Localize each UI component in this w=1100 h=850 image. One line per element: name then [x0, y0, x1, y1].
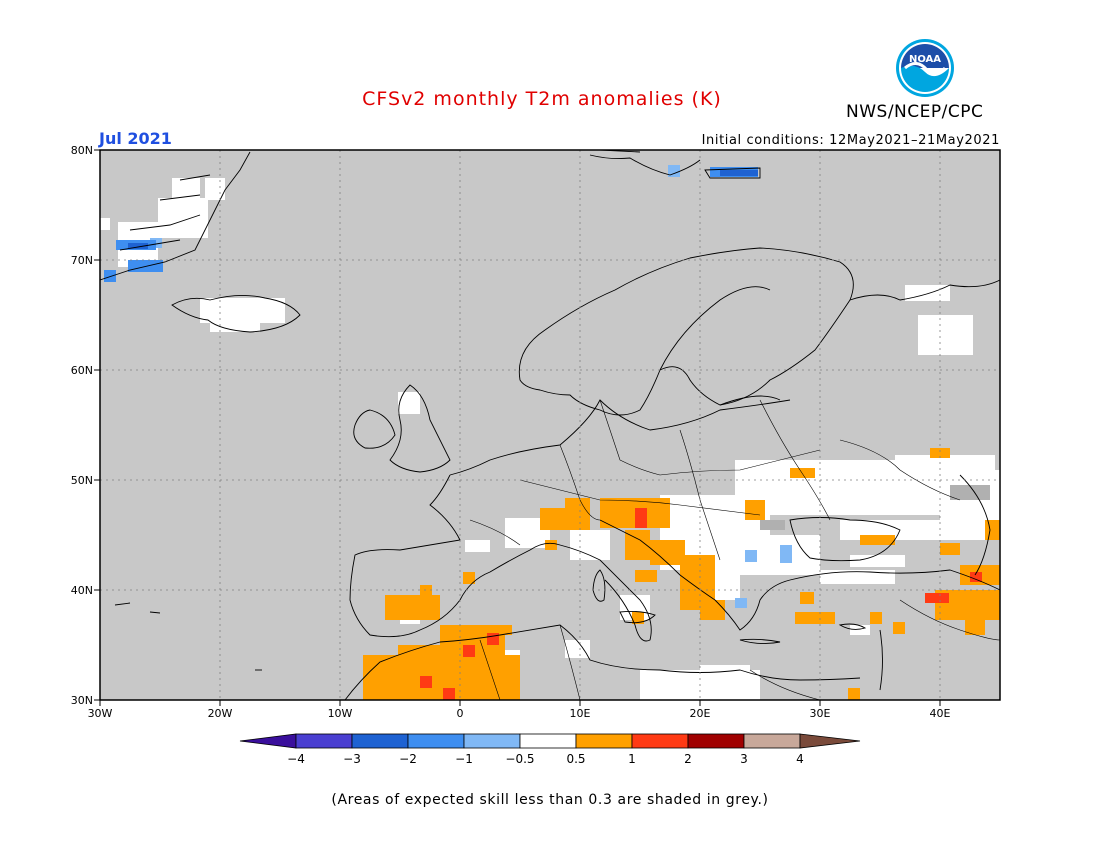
noaa-logo: NOAA	[895, 38, 955, 98]
logo-text: NOAA	[909, 54, 941, 65]
colorbar-swatch	[631, 733, 689, 749]
colorbar-swatch	[743, 733, 801, 749]
lon-label: 0	[457, 707, 464, 720]
coastlines	[100, 150, 1000, 700]
lon-label: 30W	[88, 707, 113, 720]
colorbar-label: −4	[287, 752, 305, 766]
colorbar-label: −1	[455, 752, 473, 766]
colorbar-label: −3	[343, 752, 361, 766]
colorbar-swatch	[687, 733, 745, 749]
colorbar-swatch	[351, 733, 409, 749]
colorbar-label: 3	[740, 752, 748, 766]
skill-footnote: (Areas of expected skill less than 0.3 a…	[331, 792, 769, 808]
tick-marks	[94, 149, 941, 706]
lon-label: 30E	[810, 707, 831, 720]
colorbar-label: 2	[684, 752, 692, 766]
negative-cells-strong	[128, 170, 758, 249]
lon-label: 40E	[930, 707, 951, 720]
initial-conditions-label: Initial conditions: 12May2021–21May2021	[701, 133, 1000, 148]
lat-label: 30N	[71, 694, 93, 707]
colorbar	[239, 733, 861, 749]
longitude-labels: 30W 20W 10W 0 10E 20E 30E 40E	[88, 707, 951, 720]
colorbar-swatch	[463, 733, 521, 749]
lat-label: 70N	[71, 254, 93, 267]
lon-label: 10W	[328, 707, 353, 720]
target-month-label: Jul 2021	[99, 129, 172, 148]
masked-cells	[760, 485, 990, 530]
map-title: CFSv2 monthly T2m anomalies (K)	[362, 88, 722, 110]
colorbar-label: −2	[399, 752, 417, 766]
lon-label: 20E	[690, 707, 711, 720]
map-background	[100, 150, 1000, 700]
colorbar-label: 1	[628, 752, 636, 766]
colorbar-swatch	[575, 733, 633, 749]
lat-label: 60N	[71, 364, 93, 377]
graticule	[100, 150, 1000, 700]
lon-label: 20W	[208, 707, 233, 720]
colorbar-swatch	[519, 733, 577, 749]
colorbar-swatch	[407, 733, 465, 749]
lat-label: 50N	[71, 474, 93, 487]
positive-cells-strong	[420, 508, 982, 700]
colorbar-max-arrow	[799, 733, 861, 749]
colorbar-swatch	[295, 733, 353, 749]
latitude-labels: 30N 40N 50N 60N 70N 80N	[71, 144, 93, 707]
colorbar-label: −0.5	[505, 752, 534, 766]
lat-label: 40N	[71, 584, 93, 597]
colorbar-labels: −4 −3 −2 −1 −0.5 0.5 1 2 3 4	[287, 752, 804, 766]
lon-label: 10E	[570, 707, 591, 720]
map-frame	[99, 149, 1001, 701]
lat-label: 80N	[71, 144, 93, 157]
colorbar-label: 4	[796, 752, 804, 766]
colorbar-min-arrow	[239, 733, 297, 749]
organization-label: NWS/NCEP/CPC	[846, 102, 984, 122]
colorbar-label: 0.5	[566, 752, 585, 766]
